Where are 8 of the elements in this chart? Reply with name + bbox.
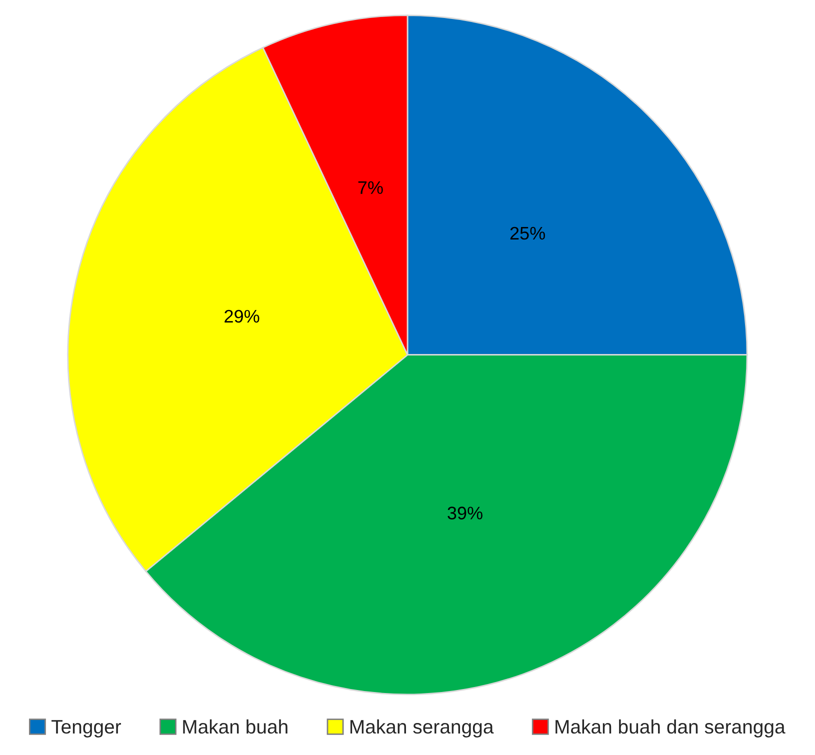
legend-label: Tengger — [52, 720, 121, 738]
legend-label: Makan serangga — [350, 719, 494, 738]
data-label: 39% — [448, 506, 482, 520]
data-label: 7% — [358, 181, 383, 194]
legend-label: Makan buah — [183, 719, 288, 734]
legend-label: Makan buah dan serangga — [556, 719, 786, 738]
data-label: 25% — [510, 226, 545, 240]
data-label: 29% — [224, 310, 260, 323]
